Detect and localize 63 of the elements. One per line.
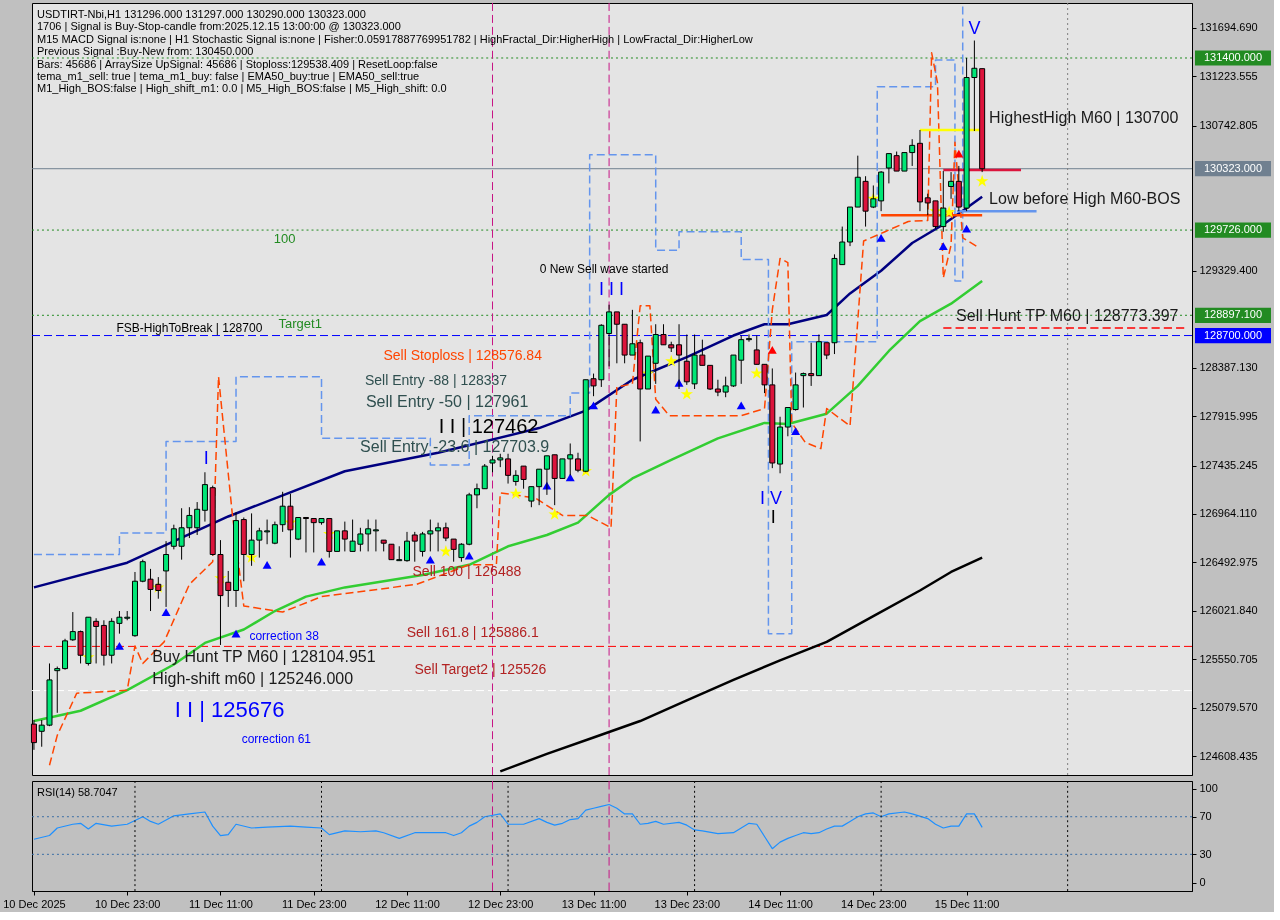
annotation: I (770, 507, 776, 528)
annotation: I (203, 447, 209, 468)
y-tick-label: 126964.110 (1199, 507, 1257, 520)
annotation: tema_m1_sell: true | tema_m1_buy: false | EMA50_buy:true | EMA50_sell:true (37, 70, 420, 82)
y-tick-label: 128387.130 (1199, 361, 1258, 374)
x-tick-label: 15 Dec 11:00 (934, 897, 1000, 910)
y-tick-label: 125079.570 (1199, 701, 1258, 714)
annotation: Sell Entry -88 | 128337 (364, 371, 508, 388)
x-tick-label: 10 Dec 2025 (3, 897, 66, 910)
annotation: Sell 161.8 | 125886.1 (406, 624, 539, 641)
annotation: HighestHigh M60 | 130700 (989, 108, 1179, 126)
y-tick-label: 124608.435 (1199, 749, 1258, 762)
y-tick-label: 127435.245 (1199, 459, 1258, 472)
x-tick-label: 14 Dec 23:00 (841, 897, 907, 910)
y-tick-label: 127915.995 (1199, 409, 1258, 422)
x-tick-label: 13 Dec 23:00 (654, 897, 721, 910)
ref-line-label: 129726.000 (1203, 223, 1263, 236)
annotation: Sell Entry -50 | 127961 (365, 393, 529, 411)
annotation: I I | 125676 (174, 696, 285, 722)
y-tick-label: 70 (1199, 810, 1212, 823)
annotation: I V (760, 488, 783, 509)
ref-line-label: 130323.000 (1203, 161, 1263, 174)
y-tick-label: 131223.555 (1199, 69, 1258, 82)
ref-line-label: 131400.000 (1203, 51, 1263, 63)
annotation: I I I (598, 279, 624, 300)
annotation: Sell Stoploss | 128576.84 (383, 346, 543, 363)
x-tick-label: 12 Dec 23:00 (468, 897, 534, 910)
annotation: Sell Hunt TP M60 | 128773.397 (956, 307, 1179, 325)
annotation: Low before High M60-BOS (989, 190, 1181, 208)
annotation: Target1 (278, 316, 322, 332)
x-tick-label: 11 Dec 23:00 (281, 897, 347, 910)
y-tick-label: 129329.400 (1199, 264, 1258, 277)
chart-title: RSI(14) 58.7047 (37, 786, 118, 798)
annotation: M15 MACD Signal is:none | H1 Stochastic Signal is:none | Fisher:0.05917887769951782 | HighFractal_Dir:HigherHigh | LowFractal_Dir:HigherLow (37, 32, 753, 45)
annotation: 1706 | Signal is Buy-Stop-candle from:2025.12.15 13:00:00 @ 130323.000 (37, 20, 401, 33)
annotation: FSB-HighToBreak | 128700 (116, 321, 263, 336)
annotation: correction 61 (241, 732, 312, 747)
ref-line-label: 128700.000 (1203, 328, 1263, 341)
annotation: 0 New Sell wave started (539, 261, 669, 276)
y-tick-label: 126492.975 (1199, 555, 1258, 568)
y-tick-label: 130742.805 (1199, 119, 1258, 132)
annotation: Sell Target2 | 125526 (414, 660, 547, 677)
annotation: High-shift m60 | 125246.000 (152, 669, 354, 687)
annotation: M1_High_BOS:false | High_shift_m1: 0.0 | M5_High_BOS:false | M5_High_shift: 0.0 (37, 82, 447, 95)
annotation: Bars: 45686 | ArraySize UpSignal: 45686 | Stoploss:129538.409 | ResetLoop:false (37, 57, 438, 70)
x-tick-label: 13 Dec 11:00 (561, 897, 627, 910)
annotation: V (968, 17, 981, 38)
annotation: Buy Hunt TP M60 | 128104.951 (152, 648, 376, 666)
y-tick-label: 125550.705 (1199, 652, 1258, 665)
annotation: 100 (273, 230, 296, 246)
ref-line-label: 128897.100 (1203, 308, 1263, 321)
y-tick-label: 100 (1199, 782, 1218, 795)
x-tick-label: 10 Dec 23:00 (94, 897, 161, 910)
x-tick-label: 11 Dec 11:00 (189, 897, 253, 910)
y-tick-label: 126021.840 (1199, 604, 1258, 617)
y-tick-label: 0 (1199, 876, 1206, 889)
y-tick-label: 131694.690 (1199, 21, 1258, 34)
x-tick-label: 14 Dec 11:00 (748, 897, 813, 910)
annotation: correction 38 (249, 629, 320, 644)
chart-title: USDTIRT-Nbi,H1 131296.000 131297.000 130290.000 130323.000 (37, 8, 366, 20)
annotation: Previous Signal :Buy-New from: 130450.000 (37, 45, 254, 58)
y-tick-label: 30 (1199, 847, 1212, 860)
x-tick-label: 12 Dec 11:00 (375, 897, 440, 910)
